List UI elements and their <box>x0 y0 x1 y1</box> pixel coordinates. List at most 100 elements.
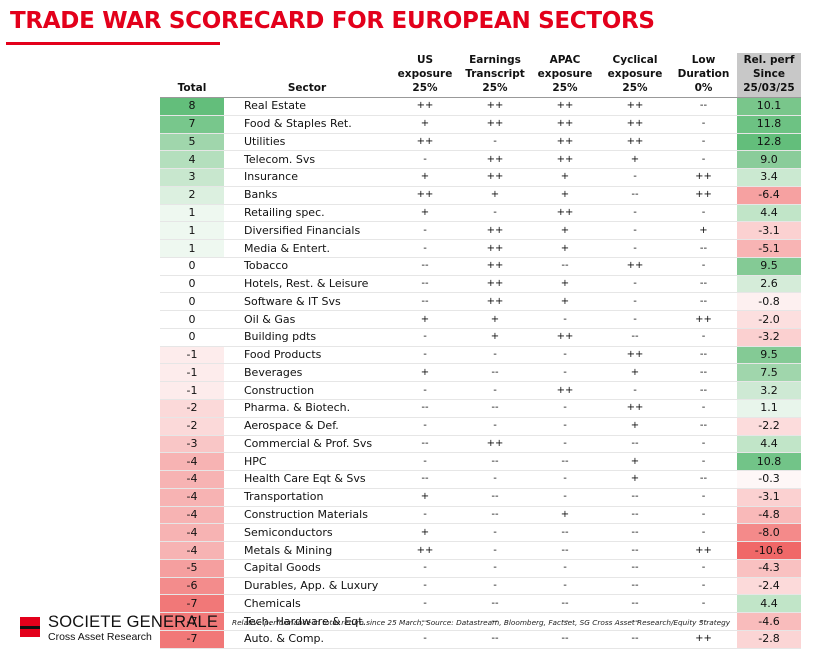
table-row: -3 Commercial & Prof. Svs -- ++ - -- -4.4 <box>160 435 801 454</box>
table-row: -4 Transportation + -- - -- - -3.1 <box>160 488 801 507</box>
apac-exposure-cell: ++ <box>530 204 600 223</box>
rel-perf-cell: 4.4 <box>737 435 801 454</box>
sector-cell: Hotels, Rest. & Leisure <box>224 275 390 294</box>
sector-cell: Insurance <box>224 168 390 187</box>
cyclical-exposure-cell: - <box>600 168 670 187</box>
apac-exposure-cell: + <box>530 506 600 525</box>
apac-exposure-cell: -- <box>530 612 600 631</box>
us-exposure-cell: + <box>390 168 460 187</box>
cyclical-exposure-cell: - <box>600 275 670 294</box>
total-cell: -7 <box>160 630 224 649</box>
earnings-cell: -- <box>460 594 530 614</box>
cyclical-exposure-cell: + <box>600 452 670 472</box>
us-exposure-cell: - <box>390 506 460 525</box>
earnings-cell: ++ <box>460 275 530 294</box>
cyclical-exposure-cell: -- <box>600 488 670 507</box>
earnings-cell: -- <box>460 363 530 383</box>
apac-exposure-cell: -- <box>530 523 600 543</box>
sector-cell: Software & IT Svs <box>224 292 390 312</box>
low-duration-cell: - <box>670 452 737 472</box>
sector-cell: Diversified Financials <box>224 221 390 241</box>
apac-exposure-cell: -- <box>530 257 600 276</box>
rel-perf-cell: 9.5 <box>737 346 801 365</box>
us-exposure-cell: - <box>390 417 460 436</box>
us-exposure-cell: - <box>390 594 460 614</box>
us-exposure-cell: - <box>390 346 460 365</box>
us-exposure-cell: -- <box>390 470 460 489</box>
total-cell: -4 <box>160 470 224 489</box>
rel-perf-cell: -4.3 <box>737 559 801 578</box>
sector-cell: Media & Entert. <box>224 239 390 258</box>
table-row: 0 Software & IT Svs -- ++ + - -- -0.8 <box>160 292 801 312</box>
table-row: 5 Utilities ++ - ++ ++ -12.8 <box>160 133 801 152</box>
us-exposure-cell: -- <box>390 612 460 631</box>
earnings-cell: ++ <box>460 221 530 241</box>
apac-exposure-cell: ++ <box>530 115 600 134</box>
apac-exposure-cell: + <box>530 239 600 258</box>
cyclical-exposure-cell: -- <box>600 506 670 525</box>
apac-exposure-cell: - <box>530 435 600 454</box>
earnings-cell: ++ <box>460 150 530 170</box>
apac-exposure-cell: + <box>530 292 600 312</box>
table-row: 2 Banks ++ + + -- ++ -6.4 <box>160 186 801 205</box>
earnings-cell: ++ <box>460 292 530 312</box>
cyclical-exposure-cell: ++ <box>600 115 670 134</box>
earnings-cell: - <box>460 133 530 152</box>
earnings-cell: - <box>460 523 530 543</box>
apac-exposure-cell: + <box>530 186 600 205</box>
apac-exposure-cell: - <box>530 559 600 578</box>
apac-exposure-cell: -- <box>530 594 600 614</box>
us-exposure-cell: - <box>390 150 460 170</box>
table-row: 1 Media & Entert. - ++ + - -- -5.1 <box>160 239 801 258</box>
total-cell: 0 <box>160 275 224 294</box>
table-row: -2 Pharma. & Biotech. -- -- - ++ -1.1 <box>160 399 801 418</box>
apac-exposure-cell: ++ <box>530 97 600 116</box>
rel-perf-cell: -2.4 <box>737 577 801 596</box>
header-cyclical-exposure: Cyclical exposure 25% <box>600 53 670 98</box>
earnings-cell: - <box>460 577 530 596</box>
earnings-cell: -- <box>460 452 530 472</box>
sector-cell: Food Products <box>224 346 390 365</box>
total-cell: 0 <box>160 328 224 347</box>
table-row: -7 Chemicals - -- -- -- -4.4 <box>160 594 801 614</box>
us-exposure-cell: + <box>390 523 460 543</box>
total-cell: -4 <box>160 523 224 543</box>
us-exposure-cell: ++ <box>390 186 460 205</box>
table-row: -5 Capital Goods - - - -- - -4.3 <box>160 559 801 578</box>
low-duration-cell: + <box>670 221 737 241</box>
table-row: -6 Durables, App. & Luxury - - - -- - -2.4 <box>160 577 801 596</box>
total-cell: 1 <box>160 221 224 241</box>
cyclical-exposure-cell: ++ <box>600 257 670 276</box>
sector-cell: Health Care Eqt & Svs <box>224 470 390 489</box>
sector-cell: Chemicals <box>224 594 390 614</box>
rel-perf-cell: -5.1 <box>737 239 801 258</box>
earnings-cell: - <box>460 381 530 401</box>
cyclical-exposure-cell: -- <box>600 328 670 347</box>
us-exposure-cell: ++ <box>390 133 460 152</box>
cyclical-exposure-cell: -- <box>600 435 670 454</box>
us-exposure-cell: - <box>390 630 460 649</box>
cyclical-exposure-cell: - <box>600 292 670 312</box>
header-low-duration: Low Duration 0% <box>670 53 737 98</box>
low-duration-cell: - <box>670 559 737 578</box>
cyclical-exposure-cell: -- <box>600 186 670 205</box>
apac-exposure-cell: - <box>530 363 600 383</box>
rel-perf-cell: 4.4 <box>737 594 801 614</box>
table-body: 8 Real Estate ++ ++ ++ ++ -- 10.1 7 Food & Staple… <box>160 97 801 649</box>
earnings-cell: ++ <box>460 97 530 116</box>
rel-perf-cell: 4.4 <box>737 204 801 223</box>
earnings-cell: - <box>460 346 530 365</box>
rel-perf-cell: -2.8 <box>737 630 801 649</box>
low-duration-cell: ++ <box>670 186 737 205</box>
rel-perf-cell: -3.1 <box>737 488 801 507</box>
earnings-cell: ++ <box>460 239 530 258</box>
table-row: 0 Building pdts - + ++ -- - -3.2 <box>160 328 801 347</box>
cyclical-exposure-cell: -- <box>600 577 670 596</box>
low-duration-cell: -- <box>670 363 737 383</box>
sector-cell: Auto. & Comp. <box>224 630 390 649</box>
header-row: Total Sector US exposure 25% Earnings Trans… <box>160 53 801 98</box>
apac-exposure-cell: + <box>530 221 600 241</box>
sector-cell: Retailing spec. <box>224 204 390 223</box>
header-us-exposure: US exposure 25% <box>390 53 460 98</box>
low-duration-cell: ++ <box>670 310 737 329</box>
